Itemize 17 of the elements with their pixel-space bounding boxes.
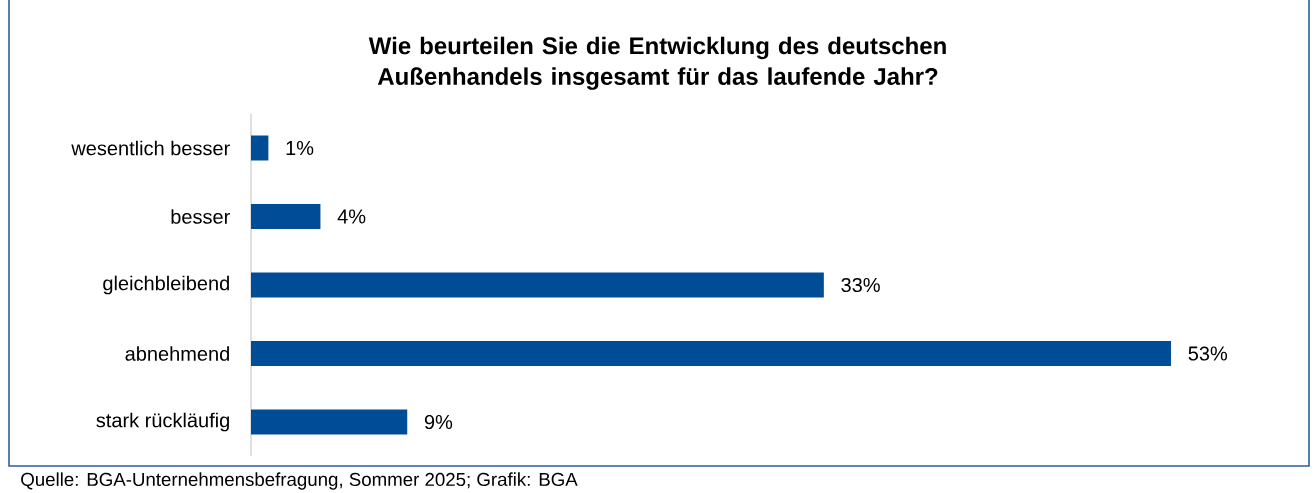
bar: [251, 341, 1172, 366]
chart-title: Wie beurteilen Sie die Entwicklung des deutschen Außenhandels insgesamt für das laufende Jahr?: [368, 36, 946, 90]
y-tick-label: gleichbleibend: [103, 275, 229, 295]
y-tick-label: abnehmend: [125, 346, 229, 361]
data-label: 33%: [841, 277, 880, 293]
bar: [251, 409, 408, 435]
y-tick-label: wesentlich besser: [71, 140, 230, 156]
y-tick-label: besser: [171, 209, 230, 224]
data-label: 4%: [337, 209, 366, 224]
bar: [251, 272, 824, 298]
data-label: 9%: [424, 414, 453, 430]
bar: [251, 135, 269, 161]
data-label: 1%: [286, 141, 314, 155]
y-tick-label: stark rückläufig: [96, 412, 229, 432]
source-note: Quelle: BGA-Unternehmensbefragung, Sommer 2025; Grafik: BGA: [21, 472, 578, 490]
data-label: 53%: [1188, 346, 1228, 361]
bar: [251, 204, 321, 229]
